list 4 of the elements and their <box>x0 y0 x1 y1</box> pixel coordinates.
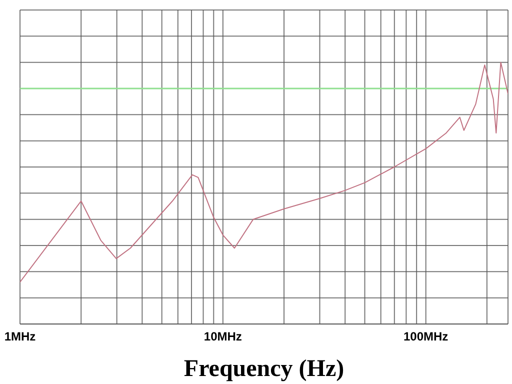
x-axis-title: Frequency (Hz) <box>184 356 344 382</box>
x-tick-label: 100MHz <box>404 330 448 344</box>
x-tick-label: 10MHz <box>204 330 242 344</box>
x-tick-label: 1MHz <box>4 330 36 344</box>
